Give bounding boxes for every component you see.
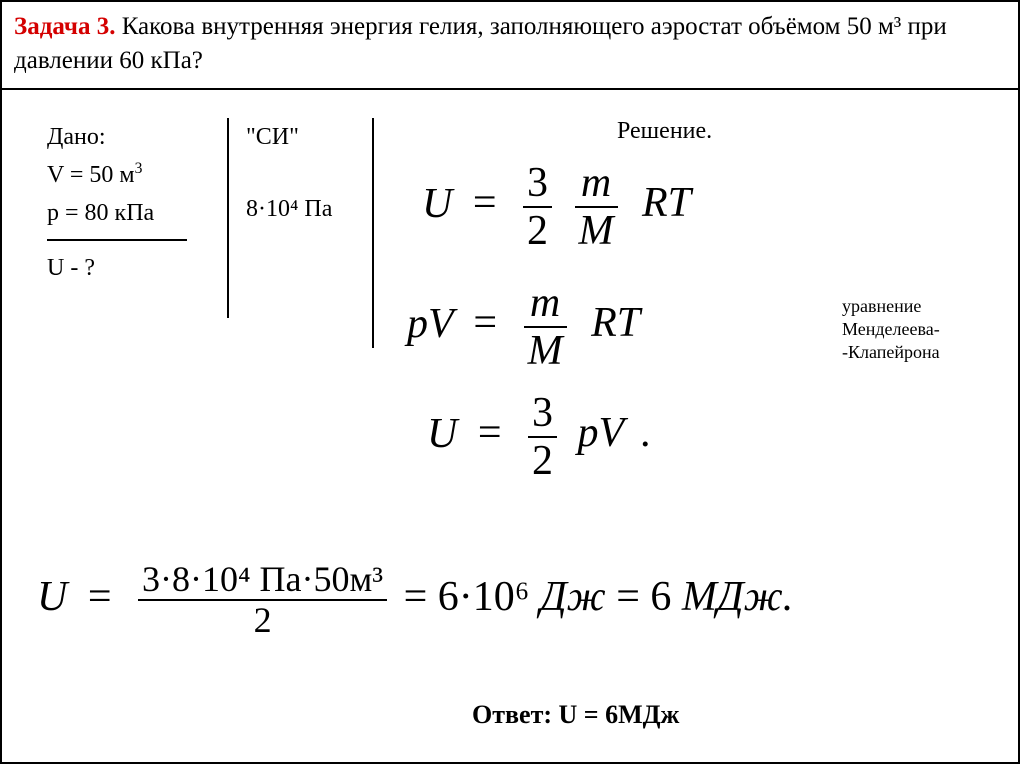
question-text: Какова внутренняя энергия гелия, заполня… [14,13,947,74]
solution-body: Дано: V = 50 м3 p = 80 кПа U - ? "СИ" 8·… [2,90,1018,120]
given-divider [47,239,187,241]
problem-header: Задача 3. Какова внутренняя энергия гели… [2,2,1018,90]
formula-ideal-gas: pV = m M RT [407,280,640,374]
fraction-m-M: m M [575,160,618,254]
fraction-3-2-b: 3 2 [528,390,557,484]
given-block: Дано: V = 50 м3 p = 80 кПа U - ? "СИ" 8·… [47,118,386,288]
si-column: "СИ" 8·10⁴ Па [228,118,386,229]
si-title: "СИ" [246,118,386,156]
calc-fraction: 3·8·10⁴ Па·50м³ 2 [138,560,387,641]
si-pressure: 8·10⁴ Па [246,190,386,228]
given-pressure: p = 80 кПа [47,194,222,232]
answer-line: Ответ: U = 6МДж [472,700,679,730]
fraction-m-M-2: m M [524,280,567,374]
given-column: Дано: V = 50 м3 p = 80 кПа U - ? [47,118,222,288]
formula-result: U = 3 2 pV . [427,390,650,484]
fraction-3-2: 3 2 [523,160,552,254]
calculation-line: U = 3·8·10⁴ Па·50м³ 2 = 6·10⁶ Дж = 6 МДж… [37,560,793,641]
solution-title: Решение. [617,118,712,145]
equation-note: уравнение Менделеева- -Клапейрона [842,295,940,365]
given-title: Дано: [47,118,222,156]
formula-internal-energy: U = 3 2 m M RT [422,160,691,254]
given-volume: V = 50 м3 [47,156,222,194]
task-number: Задача 3. [14,13,115,40]
worksheet-page: Задача 3. Какова внутренняя энергия гели… [0,0,1020,764]
given-find: U - ? [47,249,222,287]
